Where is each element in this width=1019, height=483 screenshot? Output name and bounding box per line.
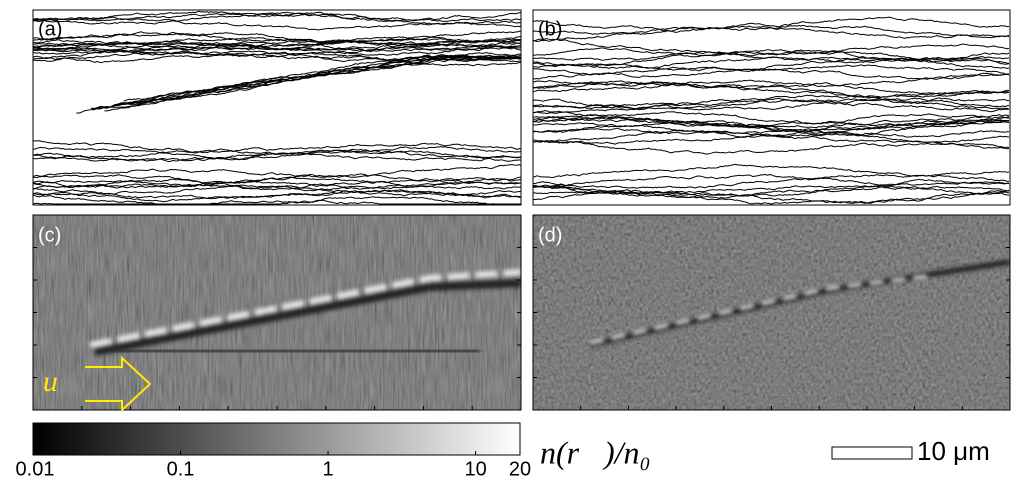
trajectory [32,30,522,43]
trajectory [532,173,1010,189]
panel-label: (c) [38,224,61,246]
colorbar-tick-label: 0.01 [16,458,55,480]
trajectory [32,10,522,22]
colorbar-label: n(r⃗)/n₀ [540,434,651,470]
trajectory [532,16,1010,33]
trajectory [104,58,521,112]
trajectory [33,11,521,23]
trajectory [32,176,522,190]
trajectory [532,99,1010,114]
trajectory [533,178,1010,197]
trajectory [532,111,1010,126]
trajectory [532,56,1010,70]
trajectory [532,113,1010,128]
scale-bar [831,446,913,460]
trajectory [532,56,1010,72]
panel-label: (a) [38,18,62,40]
trajectory [32,174,522,189]
trajectory [532,97,1010,111]
trajectory [32,163,522,179]
trajectory [32,199,521,205]
trajectory [32,189,522,203]
colorbar-tick-label: 10 [464,458,486,480]
trajectory [532,26,1010,42]
trajectory [32,38,522,52]
trajectory [32,50,522,62]
trajectory [32,194,521,205]
trajectory [532,79,1010,96]
panel-label: (b) [538,18,562,40]
trajectory [532,131,1010,149]
panel-label: (d) [538,224,562,246]
trajectory [532,97,1010,110]
trajectory [532,81,1010,98]
trajectory [532,185,1010,199]
scale-bar-label: 10 μm [917,436,990,466]
trajectory [532,51,1010,68]
colorbar-tick-label: 20 [509,458,531,480]
trajectory [532,190,1010,204]
colorbar-tick-label: 1 [322,458,333,480]
trajectory [32,52,522,67]
colorbar [32,422,521,456]
trajectory [532,38,1009,57]
trajectory [32,149,522,162]
trajectory [76,57,521,114]
trajectory [32,180,522,192]
trajectory [533,73,1010,90]
trajectory [114,54,521,106]
density-image-c [33,215,521,410]
trajectory [532,111,1010,129]
velocity-label: u⃗ [43,365,81,398]
trajectory [32,176,522,190]
colorbar-tick-label: 0.1 [167,458,195,480]
trajectory [32,41,522,55]
density-image-d [533,215,1010,410]
trajectory [32,37,522,52]
trajectory [532,140,1010,155]
trajectory [33,140,522,154]
trajectory [532,191,1010,205]
trajectory [32,145,522,161]
trajectory [532,116,1010,133]
trajectory [90,54,521,110]
trajectory [532,120,1009,138]
flow-arrow [85,355,152,413]
trajectory [32,41,522,56]
trajectory [32,39,522,51]
trajectory [123,54,520,102]
trajectory [32,12,522,28]
trajectories [32,9,1011,206]
trajectory [532,64,1010,79]
trajectory [532,119,1010,134]
trajectory [532,163,1010,179]
